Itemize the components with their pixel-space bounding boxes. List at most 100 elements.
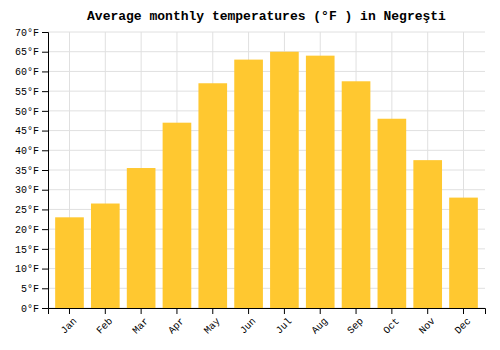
x-tick-mark xyxy=(176,308,177,314)
x-tick: Nov xyxy=(417,308,438,336)
bar xyxy=(55,217,84,308)
y-tick: 45°F xyxy=(15,126,48,137)
y-tick-mark xyxy=(42,308,48,309)
bars xyxy=(55,52,478,308)
chart-container: 0°F 5°F 10°F 15°F 20°F 25°F 30°F 35°F 40°F 45°F 50… xyxy=(0,0,500,350)
y-tick-mark xyxy=(42,209,48,210)
x-tick-label: Aug xyxy=(310,316,331,337)
y-grid-line xyxy=(48,91,485,92)
y-tick-label: 0°F xyxy=(21,304,39,315)
y-tick-mark xyxy=(42,71,48,72)
y-tick-label: 30°F xyxy=(15,185,39,196)
x-tick-label: Dec xyxy=(453,316,474,337)
x-tick: Jan xyxy=(59,308,80,336)
x-tick-label: Sep xyxy=(345,316,366,337)
x-tick-label: Jun xyxy=(238,316,259,337)
y-tick-label: 55°F xyxy=(15,87,39,98)
y-tick-label: 10°F xyxy=(15,264,39,275)
x-tick-mark xyxy=(212,308,213,314)
x-tick-label: Oct xyxy=(381,316,402,337)
y-tick-mark xyxy=(42,131,48,132)
y-grid-line xyxy=(48,150,485,151)
y-tick: 5°F xyxy=(21,284,48,295)
y-grid-line xyxy=(48,130,485,131)
x-tick-mark xyxy=(427,308,428,314)
y-grid-line xyxy=(48,51,485,52)
y-tick: 20°F xyxy=(15,225,48,236)
bar xyxy=(306,56,335,308)
y-tick-label: 5°F xyxy=(21,284,39,295)
y-tick: 30°F xyxy=(15,185,48,196)
y-tick-label: 60°F xyxy=(15,67,39,78)
plot-area: 0°F 5°F 10°F 15°F 20°F 25°F 30°F 35°F 40°F 45°F 50… xyxy=(15,28,486,337)
x-tick: Jul xyxy=(274,308,295,336)
y-tick-label: 45°F xyxy=(15,126,39,137)
x-tick-label: Nov xyxy=(417,316,438,337)
y-axis: 0°F 5°F 10°F 15°F 20°F 25°F 30°F 35°F 40°F 45°F 50… xyxy=(15,28,49,315)
y-tick-label: 50°F xyxy=(15,107,39,118)
y-tick-label: 70°F xyxy=(15,28,39,39)
y-grid-line xyxy=(48,110,485,111)
x-tick: Oct xyxy=(381,308,402,336)
x-tick-label: Apr xyxy=(166,316,187,337)
x-axis-line xyxy=(49,309,486,315)
x-tick-label: Jul xyxy=(274,316,295,337)
x-tick: Apr xyxy=(166,308,187,336)
x-tick: Dec xyxy=(453,308,474,336)
bar xyxy=(234,60,263,308)
x-tick: Feb xyxy=(95,308,116,336)
bar xyxy=(91,204,120,308)
y-grid-line xyxy=(48,71,485,72)
y-tick-label: 40°F xyxy=(15,146,39,157)
x-tick-mark xyxy=(320,308,321,314)
y-tick-label: 65°F xyxy=(15,47,39,58)
x-tick-mark xyxy=(69,308,70,314)
y-tick: 15°F xyxy=(15,245,48,256)
bar xyxy=(198,83,227,308)
y-tick: 70°F xyxy=(15,28,48,39)
chart-svg: 0°F 5°F 10°F 15°F 20°F 25°F 30°F 35°F 40°F 45°F 50… xyxy=(0,0,500,350)
y-tick: 55°F xyxy=(15,87,48,98)
x-tick-mark xyxy=(284,308,285,314)
y-tick: 0°F xyxy=(21,304,48,315)
chart-title: Average monthly temperatures (°F ) in Ne… xyxy=(87,9,446,24)
bar xyxy=(378,119,407,308)
y-tick-label: 20°F xyxy=(15,225,39,236)
x-tick-mark xyxy=(356,308,357,314)
x-tick-label: Jan xyxy=(59,316,80,337)
y-tick: 40°F xyxy=(15,146,48,157)
x-axis: JanFebMarAprMayJunJulAugSepOctNovDec xyxy=(49,308,486,336)
y-tick: 50°F xyxy=(15,107,48,118)
y-grid-line xyxy=(48,32,485,33)
bar xyxy=(270,52,299,308)
y-tick: 35°F xyxy=(15,166,48,177)
x-tick: Aug xyxy=(310,308,331,336)
x-tick: Sep xyxy=(345,308,366,336)
bar xyxy=(449,198,478,308)
y-tick-mark xyxy=(42,170,48,171)
y-tick-mark xyxy=(42,111,48,112)
x-tick-label: Mar xyxy=(131,316,152,337)
x-tick-mark xyxy=(391,308,392,314)
x-tick-mark xyxy=(463,308,464,314)
y-tick-mark xyxy=(42,52,48,53)
y-tick: 60°F xyxy=(15,67,48,78)
y-tick-mark xyxy=(42,150,48,151)
bar xyxy=(342,81,371,308)
y-tick-label: 25°F xyxy=(15,205,39,216)
x-tick-mark xyxy=(105,308,106,314)
y-tick: 10°F xyxy=(15,264,48,275)
x-tick-label: Feb xyxy=(95,316,116,337)
y-tick-mark xyxy=(42,229,48,230)
y-tick-label: 15°F xyxy=(15,245,39,256)
y-tick-mark xyxy=(42,288,48,289)
y-tick-mark xyxy=(42,269,48,270)
bar xyxy=(163,123,192,308)
y-axis-line xyxy=(42,33,49,309)
y-tick-mark xyxy=(42,32,48,33)
y-tick-mark xyxy=(42,91,48,92)
y-tick: 25°F xyxy=(15,205,48,216)
grid xyxy=(48,32,485,308)
y-tick: 65°F xyxy=(15,47,48,58)
y-tick-label: 35°F xyxy=(15,166,39,177)
